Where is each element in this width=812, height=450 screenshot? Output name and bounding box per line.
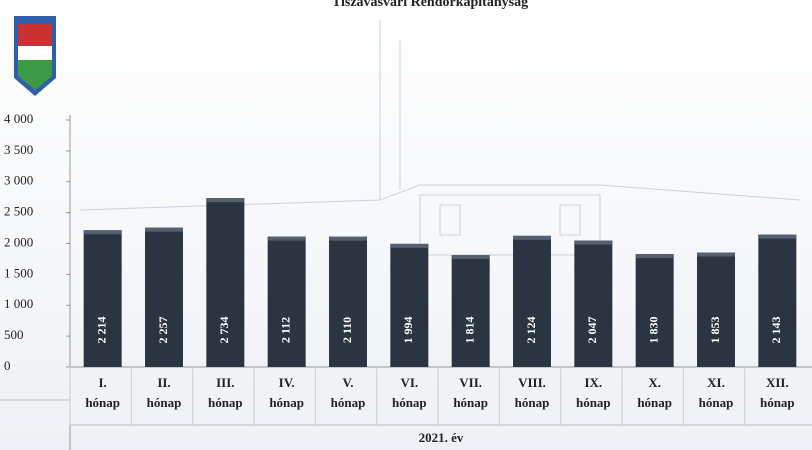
bar	[329, 236, 367, 367]
bar	[635, 253, 674, 367]
y-tick-label: 3 500	[4, 142, 33, 157]
bar	[267, 236, 306, 367]
y-tick-label: 2 000	[4, 234, 33, 249]
bar-highlight	[758, 234, 797, 239]
bar-highlight	[697, 252, 735, 257]
y-tick-label: 4 000	[4, 111, 33, 126]
x-tick-label: XI.	[707, 375, 725, 390]
y-tick-label: 2 500	[4, 204, 33, 219]
x-tick-label: hónap	[392, 395, 427, 410]
bar	[574, 240, 613, 367]
x-axis-title: 2021. év	[419, 430, 464, 445]
bar-highlight	[574, 240, 613, 245]
value-label: 2 124	[524, 317, 538, 344]
bar	[697, 252, 735, 367]
x-tick-label: hónap	[208, 395, 243, 410]
bar	[451, 254, 490, 367]
bar-highlight	[145, 227, 183, 232]
x-tick-label: XII.	[766, 375, 789, 390]
bar	[513, 235, 551, 367]
x-tick-label: hónap	[331, 395, 366, 410]
building-outline	[79, 20, 801, 256]
bar-highlight	[635, 253, 674, 258]
x-tick-label: X.	[648, 375, 661, 390]
y-tick-label: 500	[4, 327, 24, 342]
bar-highlight	[267, 236, 306, 241]
y-tick-label: 1 500	[4, 265, 33, 280]
x-tick-label: IX.	[584, 375, 602, 390]
x-tick-label: hónap	[637, 395, 672, 410]
x-tick-label: V.	[343, 375, 354, 390]
x-tick-label: I.	[99, 375, 107, 390]
x-tick-label: IV.	[279, 375, 295, 390]
value-label: 2 112	[278, 317, 292, 343]
x-tick-label: II.	[157, 375, 170, 390]
x-tick-label: hónap	[453, 395, 488, 410]
x-tick-label: hónap	[699, 395, 734, 410]
bar-highlight	[206, 198, 245, 203]
x-tick-label: hónap	[760, 395, 795, 410]
bar	[145, 227, 183, 367]
y-tick-label: 0	[4, 358, 11, 373]
x-tick-label: hónap	[576, 395, 611, 410]
logo	[14, 16, 56, 96]
bar-highlight	[513, 235, 551, 240]
value-label: 1 830	[646, 317, 660, 344]
value-label: 2 257	[156, 317, 170, 344]
x-tick-label: VIII.	[518, 375, 546, 390]
x-tick-label: VII.	[459, 375, 482, 390]
chart-title: Tiszavasvári Rendőrkapitányság	[332, 0, 528, 10]
value-label: 1 853	[708, 317, 722, 344]
value-label: 2 110	[340, 317, 354, 343]
x-tick-label: hónap	[269, 395, 304, 410]
bar-highlight	[451, 254, 490, 259]
y-tick-label: 3 000	[4, 173, 33, 188]
bar	[758, 234, 797, 367]
value-label: 2 214	[94, 317, 108, 344]
bar	[206, 198, 245, 367]
value-label: 1 994	[401, 317, 415, 344]
value-label: 1 814	[462, 317, 476, 344]
x-tick-label: hónap	[515, 395, 550, 410]
x-tick-label: hónap	[147, 395, 182, 410]
x-tick-label: III.	[216, 375, 234, 390]
value-label: 2 047	[585, 317, 599, 344]
value-label: 2 143	[769, 317, 783, 344]
bar-highlight	[83, 230, 122, 235]
bar-highlight	[390, 243, 429, 248]
x-tick-label: VI.	[400, 375, 418, 390]
x-tick-label: hónap	[85, 395, 120, 410]
value-label: 2 734	[217, 317, 231, 344]
y-tick-label: 1 000	[4, 296, 33, 311]
bar	[83, 230, 122, 367]
bar-highlight	[329, 236, 367, 241]
bar	[390, 243, 429, 367]
